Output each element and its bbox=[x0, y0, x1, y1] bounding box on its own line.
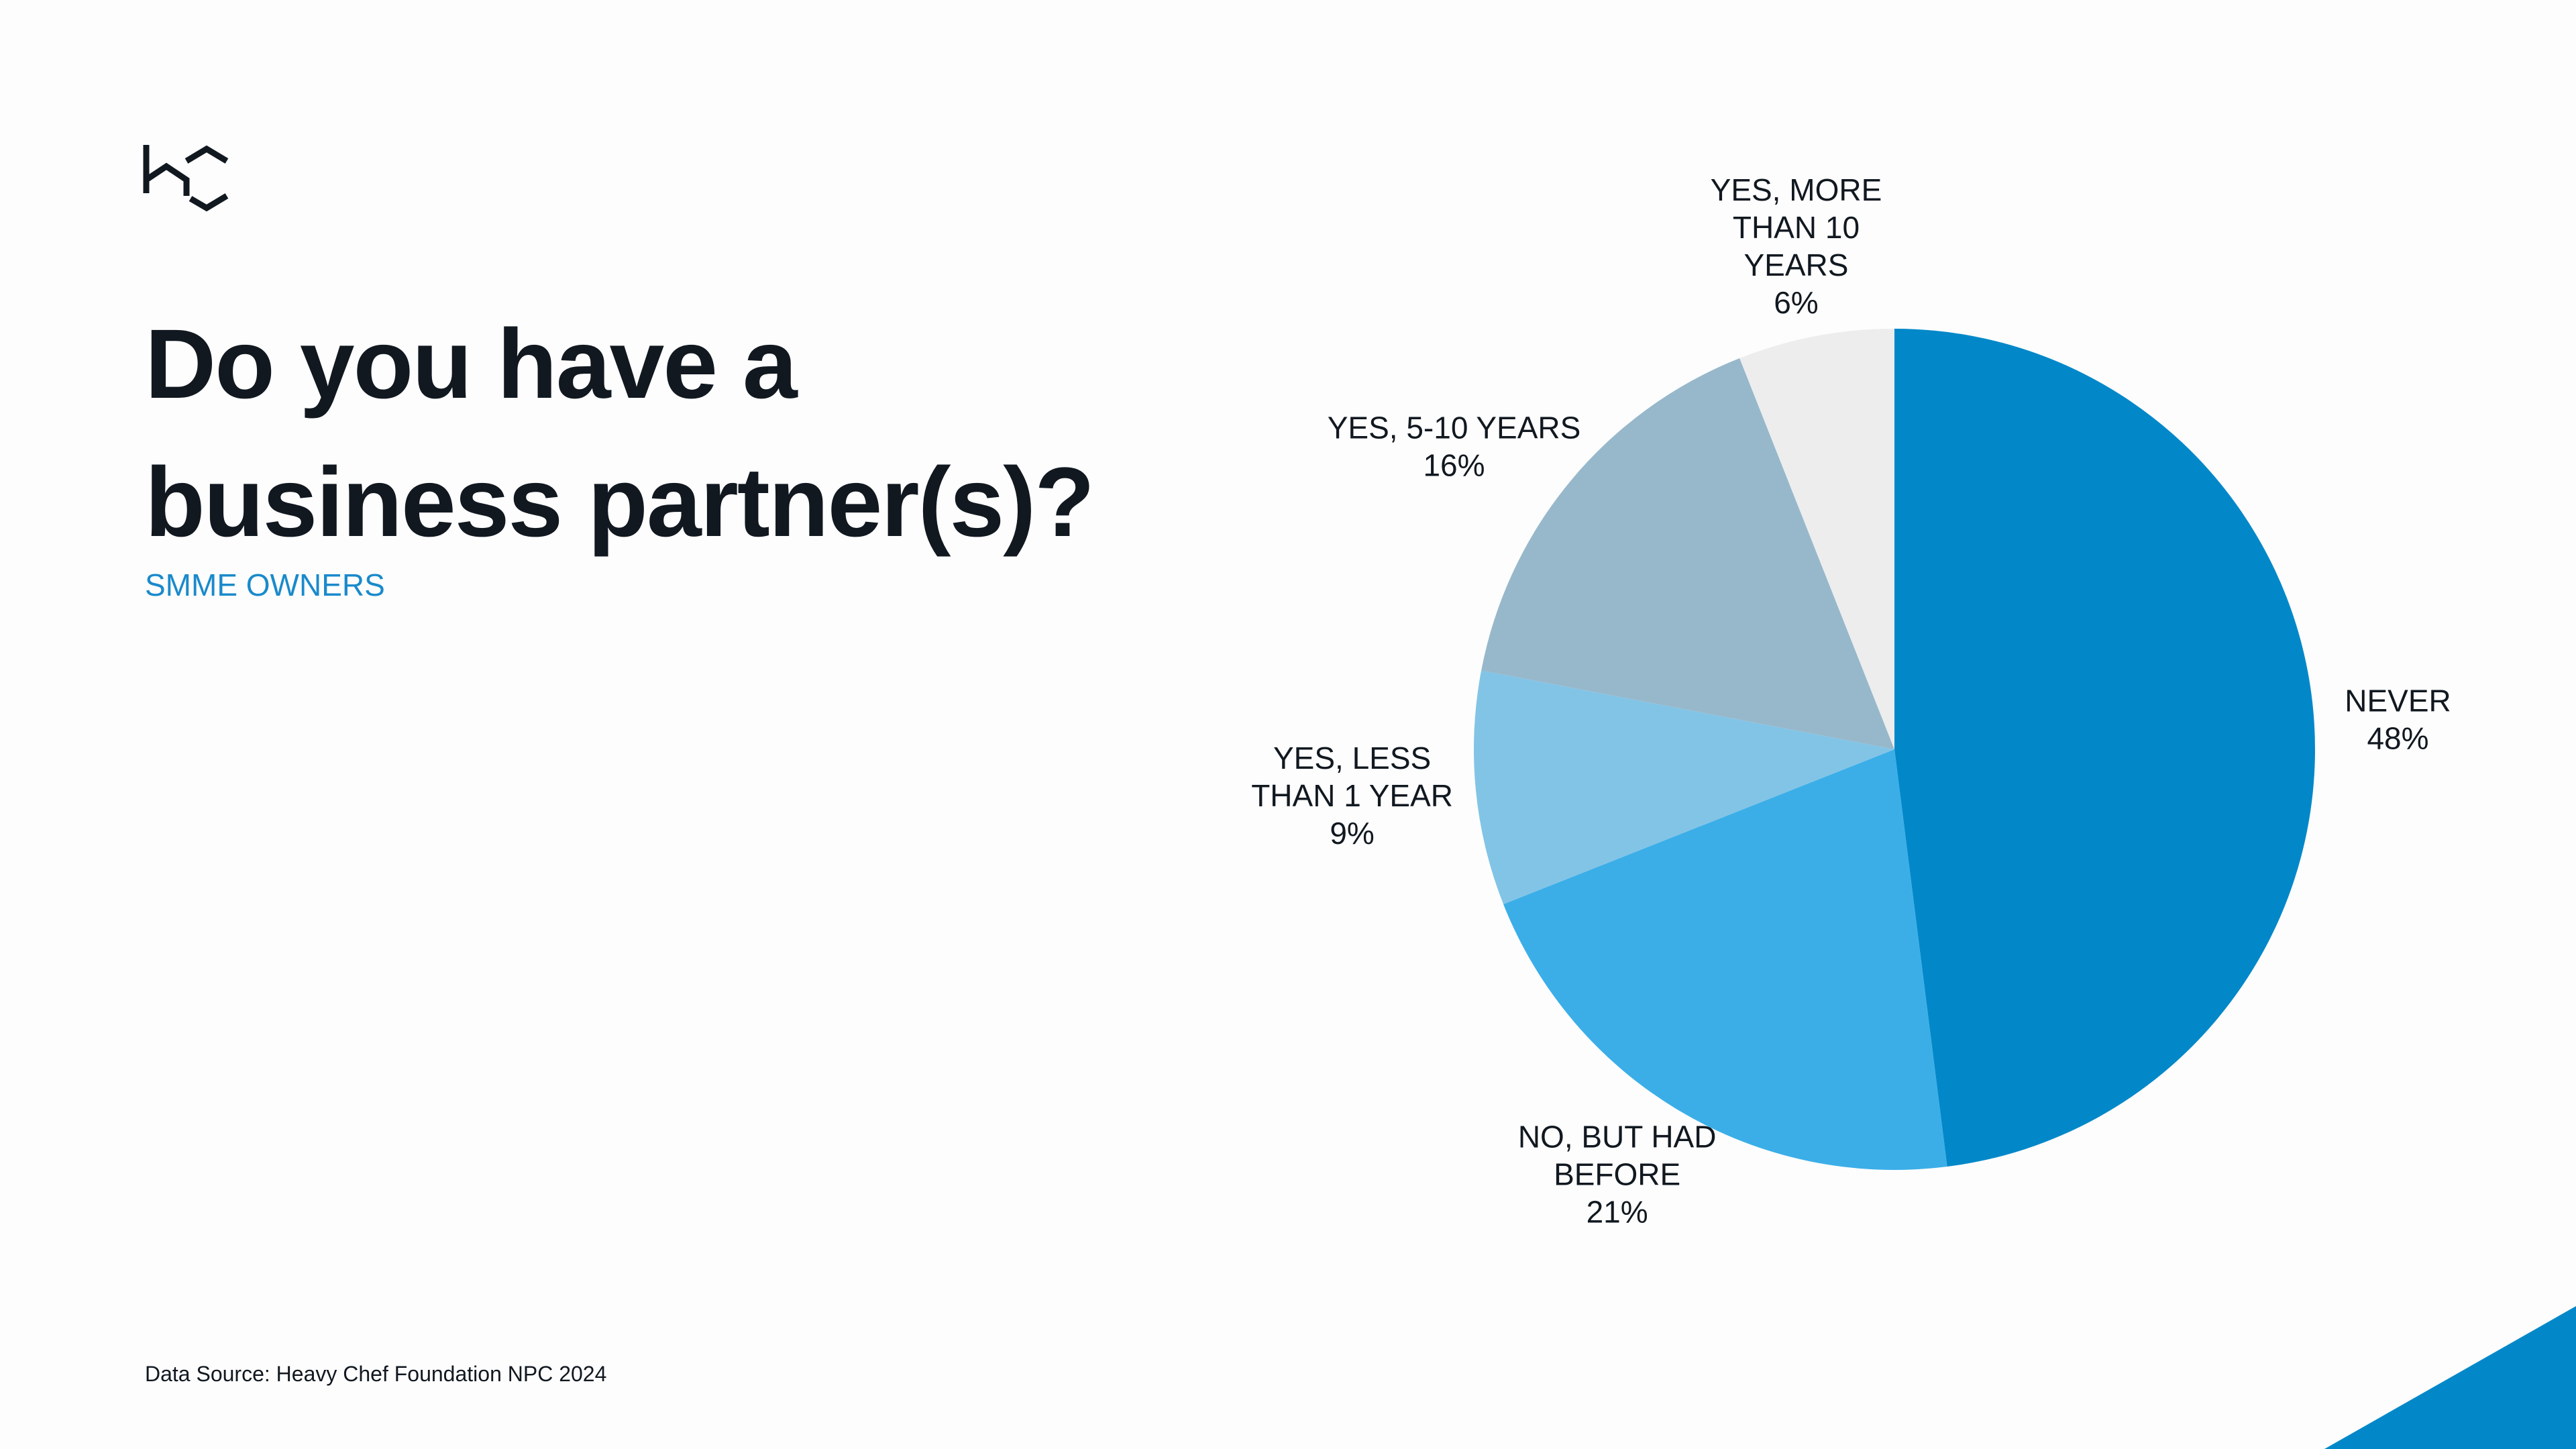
slice-category: YES, LESS THAN 1 YEAR bbox=[1251, 741, 1453, 814]
slice-category: NEVER bbox=[2345, 683, 2451, 718]
slice-value: 6% bbox=[1774, 284, 1819, 320]
logo bbox=[143, 145, 229, 212]
slice-value: 16% bbox=[1423, 447, 1485, 483]
corner-decoration bbox=[2324, 1306, 2576, 1449]
slice-category: YES, MORE THAN 10 YEARS bbox=[1710, 172, 1882, 282]
title: Do you have a business partner(s)? bbox=[145, 309, 1095, 557]
subtitle: SMME OWNERS bbox=[145, 568, 385, 602]
pie-slice bbox=[1481, 358, 1894, 749]
slice-value: 48% bbox=[2367, 720, 2429, 756]
slice-category: NO, BUT HAD BEFORE bbox=[1517, 1119, 1717, 1192]
pie-slice bbox=[1474, 670, 1894, 904]
slice-value: 9% bbox=[1330, 816, 1375, 851]
slice-label: NEVER 48% bbox=[2331, 682, 2465, 757]
slice-category: YES, 5-10 YEARS bbox=[1327, 410, 1581, 445]
pie-slice bbox=[1739, 329, 1894, 749]
pie-slice bbox=[1503, 749, 1947, 1171]
slice-label: NO, BUT HAD BEFORE 21% bbox=[1510, 1118, 1725, 1231]
slice-label: YES, LESS THAN 1 YEAR 9% bbox=[1245, 739, 1460, 852]
slice-label: YES, MORE THAN 10 YEARS 6% bbox=[1709, 171, 1883, 321]
source-note: Data Source: Heavy Chef Foundation NPC 2… bbox=[145, 1362, 607, 1386]
pie-slice bbox=[1894, 329, 2316, 1167]
slice-value: 21% bbox=[1586, 1194, 1648, 1230]
slice-label: YES, 5-10 YEARS 16% bbox=[1320, 409, 1589, 484]
